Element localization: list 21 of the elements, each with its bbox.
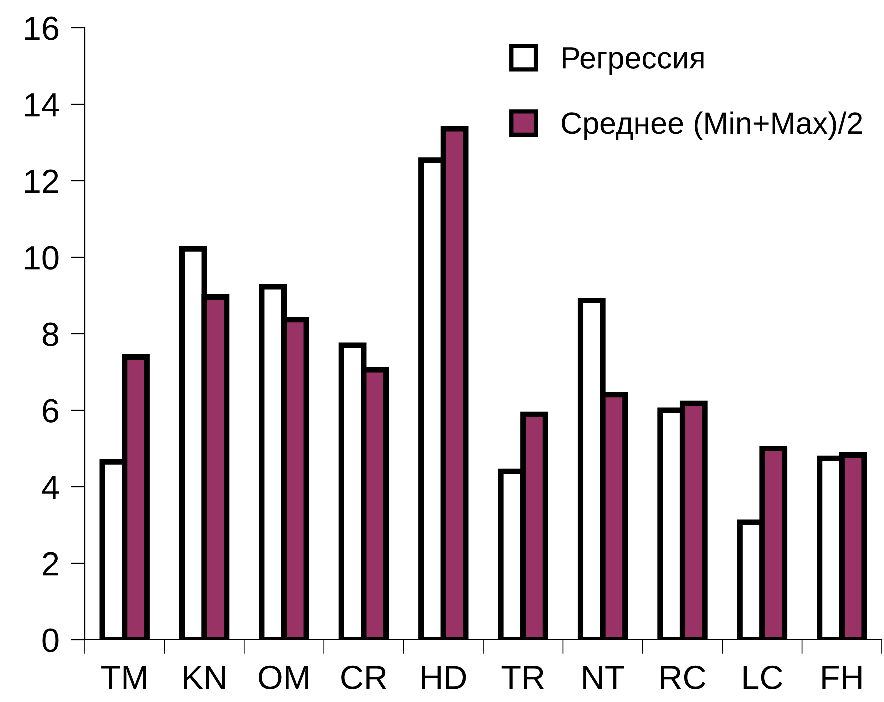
y-tick-label: 12 — [25, 170, 58, 194]
x-tick-label: NT — [584, 666, 625, 690]
y-tick-label: 6 — [43, 399, 59, 423]
y-tick-label: 8 — [42, 322, 59, 346]
x-tick-label: OM — [258, 666, 308, 690]
legend-label: Среднее (Min+Max)/2 — [562, 112, 862, 140]
x-tick-label: FH — [822, 666, 862, 690]
y-tick-label: 14 — [25, 94, 60, 117]
y-tick-label: 16 — [25, 16, 59, 40]
y-tick-label: 0 — [42, 628, 59, 652]
x-tick-label: TR — [502, 666, 544, 690]
y-tick-label: 2 — [43, 552, 58, 576]
x-tick-label: HD — [422, 666, 466, 690]
x-tick-label: TM — [102, 666, 146, 690]
x-tick-label: LC — [744, 666, 782, 690]
x-tick-label: KN — [184, 666, 225, 690]
legend-label: Регрессия — [563, 48, 704, 75]
x-tick-label: RC — [661, 666, 706, 690]
x-tick-label: CR — [342, 666, 386, 690]
y-tick-label: 4 — [42, 476, 60, 500]
y-tick-label: 10 — [25, 246, 59, 270]
